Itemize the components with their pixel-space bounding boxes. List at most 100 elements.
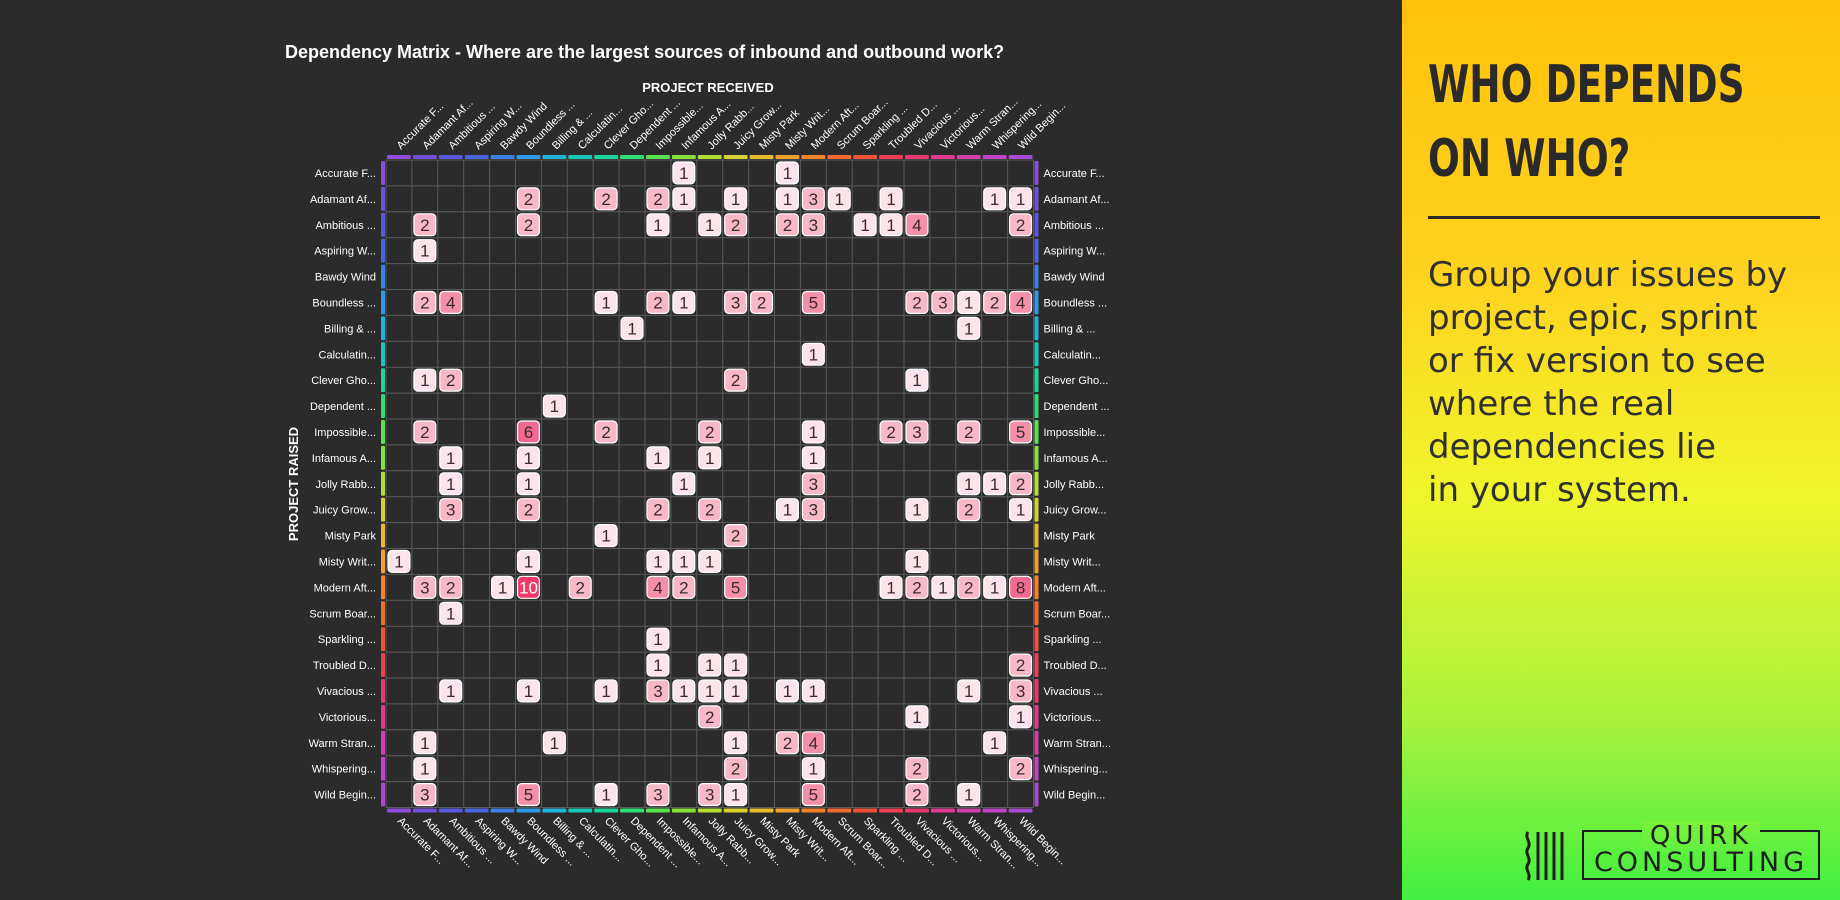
column-color-bar-top: [827, 155, 852, 159]
row-labels-right: Accurate F... Adamant Af... Ambitious ... A…: [1044, 168, 1111, 802]
row-color-bar-right: [1034, 782, 1039, 807]
cell-box: [516, 782, 540, 807]
column-color-bar-bottom: [775, 808, 800, 813]
cell-box: [905, 290, 929, 314]
cell-box: [646, 575, 670, 599]
row-label-left: Troubled D...: [313, 660, 376, 672]
matrix-cells: 1 12 2 2 1 1 1 3 1 1 1 12 2 1 1 2 2 3 1 1 4 212 4 1 2 1 3 2 5 2 3 1 2 41 1…: [387, 161, 1033, 807]
matrix-cell: 1: [594, 782, 618, 807]
column-color-bar-bottom: [879, 808, 903, 813]
matrix-cell: 3: [801, 213, 825, 237]
cell-value: 1: [524, 552, 533, 571]
cell-box: [1008, 420, 1033, 444]
cell-box: [516, 498, 540, 522]
cell-box: [879, 187, 903, 211]
cell-box: [801, 757, 825, 781]
cell-value: 1: [783, 501, 792, 520]
row-label-left: Juicy Grow...: [313, 505, 376, 517]
matrix-cell: 1: [646, 446, 670, 470]
row-label-left: Calculatin...: [319, 349, 376, 361]
cell-box: [801, 498, 825, 522]
matrix-cell: 1: [594, 290, 618, 314]
matrix-cell: 2: [698, 420, 722, 444]
row-label-right: Troubled D...: [1044, 660, 1107, 672]
row-label-right: Ambitious ...: [1044, 220, 1105, 232]
column-color-bar-bottom: [697, 808, 722, 813]
cell-box: [879, 575, 903, 599]
matrix-cell: 1: [957, 782, 981, 807]
row-color-bar-left: [381, 756, 385, 781]
matrix-cell: 1: [775, 498, 799, 522]
column-labels-bottom: Accurate F...Adamant Af...Ambitious ...A…: [395, 815, 1069, 871]
cell-value: 1: [731, 190, 740, 209]
cell-box: [542, 394, 566, 418]
cell-value: 2: [524, 216, 533, 235]
cell-value: 2: [1016, 760, 1025, 779]
cell-value: 3: [705, 786, 714, 805]
column-color-bar-top: [956, 155, 981, 159]
cell-box: [491, 575, 515, 599]
cell-value: 1: [964, 475, 973, 494]
cell-box: [672, 575, 696, 599]
matrix-cell: 4: [801, 731, 825, 755]
row-label-left: Ambitious ...: [315, 220, 376, 232]
cell-box: [516, 575, 540, 599]
matrix-cell: 1: [957, 290, 981, 314]
headline-divider: [1428, 216, 1820, 219]
matrix-cell: 1: [905, 705, 929, 729]
matrix-cell: 2: [646, 290, 670, 314]
quirk-consulting-logo: QUIRK CONSULTING: [1522, 821, 1822, 884]
cell-value: 4: [653, 578, 662, 597]
cell-value: 1: [420, 760, 429, 779]
cell-box: [905, 782, 929, 807]
sidebar-headline: WHO DEPENDS ON WHO?: [1428, 48, 1831, 196]
matrix-cell: 2: [594, 420, 618, 444]
cell-box: [724, 757, 748, 781]
column-color-bar-top: [982, 155, 1007, 159]
matrix-cell: 1: [853, 213, 877, 237]
column-color-bar-bottom: [542, 808, 567, 813]
column-color-bar-bottom: [749, 808, 774, 813]
cell-box: [439, 575, 463, 599]
cell-value: 2: [990, 293, 999, 312]
column-color-bar-top: [412, 155, 437, 159]
row-color-bar-left: [381, 290, 385, 315]
matrix-cell: 2: [439, 368, 463, 392]
matrix-cell: 2: [957, 420, 981, 444]
cell-box: [542, 731, 566, 755]
cell-value: 2: [679, 578, 688, 597]
row-color-bar-right: [1034, 497, 1039, 522]
matrix-cell: 4: [1008, 290, 1033, 314]
column-color-bar-top: [568, 155, 593, 159]
cell-value: 5: [809, 293, 818, 312]
cell-box: [724, 187, 748, 211]
cell-value: 1: [420, 371, 429, 390]
cell-value: 1: [886, 216, 895, 235]
matrix-cell: 1: [646, 653, 670, 677]
matrix-grid: [385, 159, 1034, 808]
cell-box: [801, 679, 825, 703]
matrix-cell: 1: [724, 653, 748, 677]
row-color-bar-left: [381, 161, 385, 185]
matrix-cell: 5: [1008, 420, 1033, 444]
cell-box: [905, 757, 929, 781]
matrix-cell: 5: [724, 575, 748, 599]
cell-box: [879, 420, 903, 444]
row-label-right: Impossible...: [1044, 427, 1106, 439]
row-label-right: Aspiring W...: [1044, 246, 1106, 258]
cell-value: 1: [705, 552, 714, 571]
row-label-left: Sparkling ...: [318, 634, 376, 646]
cell-value: 1: [1016, 708, 1025, 727]
column-color-bar-top: [594, 155, 619, 159]
matrix-cell: 1: [439, 679, 463, 703]
cell-box: [516, 549, 540, 573]
row-label-left: Boundless ...: [312, 297, 376, 309]
matrix-cell: 2: [905, 575, 929, 599]
matrix-cell: 3: [931, 290, 955, 314]
cell-value: 1: [679, 293, 688, 312]
cell-value: 2: [912, 786, 921, 805]
column-color-bar-top: [438, 155, 463, 159]
cell-box: [439, 446, 463, 470]
cell-value: 1: [550, 734, 559, 753]
cell-value: 1: [809, 449, 818, 468]
